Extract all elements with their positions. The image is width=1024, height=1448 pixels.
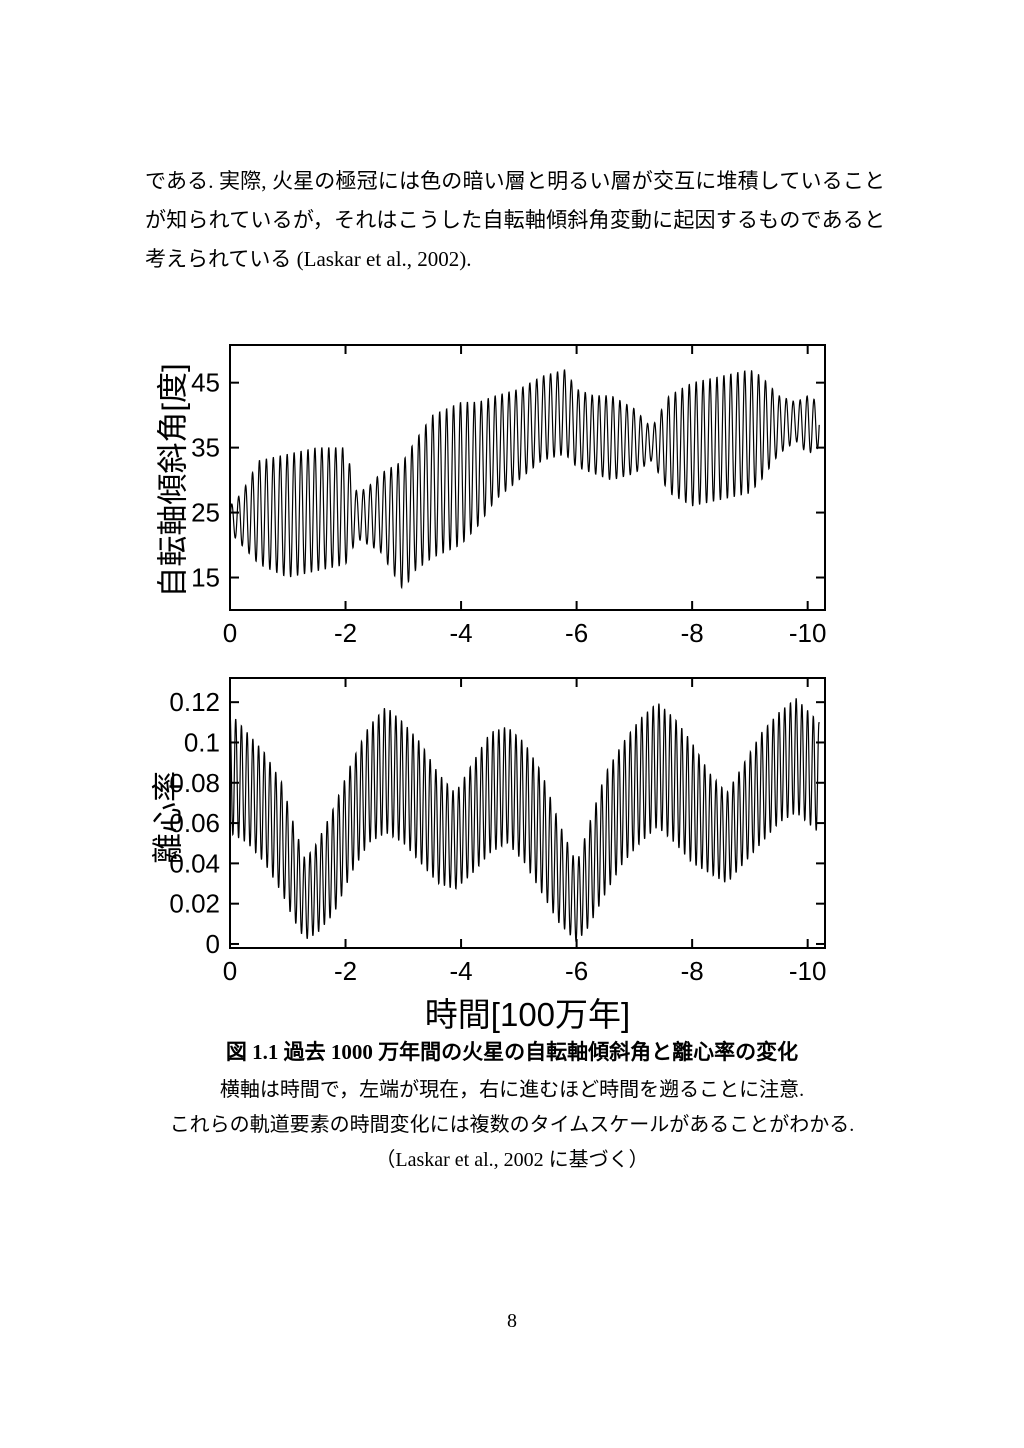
svg-text:-6: -6 — [565, 618, 588, 648]
svg-text:-8: -8 — [681, 956, 704, 986]
figure-caption-note-1: 横軸は時間で，左端が現在，右に進むほど時間を遡ることに注意. — [219, 1079, 805, 1101]
svg-text:-2: -2 — [334, 956, 357, 986]
body-paragraph: である. 実際, 火星の極冠には色の暗い層と明るい層が交互に堆積していること が… — [145, 162, 885, 279]
figure-caption-title: 図 1.1 過去 1000 万年間の火星の自転軸傾斜角と離心率の変化 — [225, 1040, 799, 1064]
figure-caption-note-2: これらの軌道要素の時間変化には複数のタイムスケールがあることがわかる. — [169, 1114, 855, 1136]
svg-text:-4: -4 — [450, 956, 473, 986]
time-x-axis-label: 時間[100万年] — [424, 996, 631, 1033]
svg-text:0.06: 0.06 — [169, 808, 220, 838]
svg-text:0.04: 0.04 — [169, 848, 220, 878]
svg-text:0: 0 — [206, 929, 220, 959]
svg-text:35: 35 — [191, 433, 220, 463]
paragraph-line: が知られているが，それはこうした自転軸傾斜角変動に起因するものであると — [145, 208, 885, 232]
svg-text:-8: -8 — [681, 618, 704, 648]
figure-caption-source: （Laskar et al., 2002 に基づく） — [375, 1149, 649, 1171]
svg-text:45: 45 — [191, 368, 220, 398]
svg-text:-10: -10 — [789, 618, 827, 648]
obliquity-chart: 0 -2 -4 -6 -8 -10 15 25 35 45 — [191, 344, 827, 648]
paragraph-line: である. 実際, 火星の極冠には色の暗い層と明るい層が交互に堆積していること — [145, 169, 885, 193]
svg-text:0.08: 0.08 — [169, 768, 220, 798]
svg-text:0.12: 0.12 — [169, 687, 220, 717]
svg-text:-4: -4 — [450, 618, 473, 648]
svg-text:0: 0 — [223, 618, 237, 648]
svg-text:25: 25 — [191, 498, 220, 528]
paragraph-line: 考えられている (Laskar et al., 2002). — [145, 247, 472, 271]
page-number: 8 — [507, 1310, 517, 1332]
svg-text:0.02: 0.02 — [169, 889, 220, 919]
eccentricity-chart: 0 -2 -4 -6 -8 -10 0 0.02 0.04 0.06 0.08 0.1 0.12 — [169, 677, 827, 986]
svg-text:-10: -10 — [789, 956, 827, 986]
svg-text:0.1: 0.1 — [184, 727, 220, 757]
svg-text:0: 0 — [223, 956, 237, 986]
svg-text:15: 15 — [191, 563, 220, 593]
svg-text:-2: -2 — [334, 618, 357, 648]
svg-text:-6: -6 — [565, 956, 588, 986]
